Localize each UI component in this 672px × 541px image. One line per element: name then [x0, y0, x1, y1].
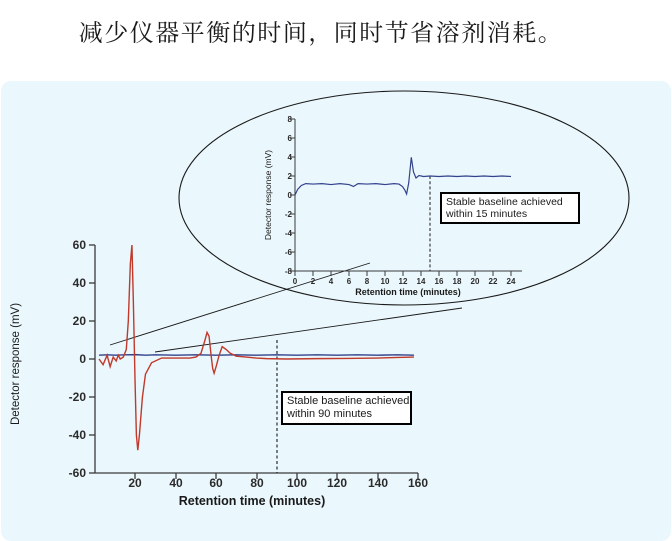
svg-text:-20: -20	[69, 390, 87, 404]
svg-text:-8: -8	[285, 267, 293, 276]
svg-text:Detector response (mV): Detector response (mV)	[263, 150, 273, 240]
svg-text:-6: -6	[285, 248, 293, 257]
svg-text:14: 14	[417, 277, 426, 286]
svg-text:within 15 minutes: within 15 minutes	[445, 208, 527, 220]
svg-text:20: 20	[471, 277, 480, 286]
svg-text:12: 12	[399, 277, 408, 286]
svg-text:2: 2	[288, 172, 293, 181]
svg-text:18: 18	[453, 277, 462, 286]
svg-text:22: 22	[489, 277, 498, 286]
svg-text:4: 4	[329, 277, 334, 286]
svg-text:-4: -4	[285, 229, 293, 238]
svg-text:-40: -40	[69, 428, 87, 442]
svg-text:-60: -60	[69, 466, 87, 480]
svg-text:40: 40	[73, 276, 87, 290]
svg-text:Stable baseline achieved: Stable baseline achieved	[446, 196, 563, 208]
svg-text:80: 80	[250, 476, 264, 490]
svg-text:60: 60	[73, 238, 87, 252]
svg-text:140: 140	[368, 476, 388, 490]
svg-text:16: 16	[435, 277, 444, 286]
svg-text:Detector response (mV): Detector response (mV)	[10, 303, 22, 425]
svg-text:6: 6	[347, 277, 352, 286]
svg-text:8: 8	[365, 277, 370, 286]
svg-text:Retention time (minutes): Retention time (minutes)	[355, 287, 461, 297]
svg-text:8: 8	[288, 115, 293, 124]
svg-text:40: 40	[169, 476, 183, 490]
svg-text:160: 160	[408, 476, 428, 490]
svg-text:2: 2	[311, 277, 316, 286]
svg-text:0: 0	[288, 191, 293, 200]
svg-text:within 90 minutes: within 90 minutes	[286, 408, 372, 420]
svg-text:100: 100	[287, 476, 307, 490]
svg-text:-2: -2	[285, 210, 293, 219]
svg-text:20: 20	[128, 476, 142, 490]
svg-text:0: 0	[79, 352, 86, 366]
svg-text:0: 0	[293, 277, 298, 286]
svg-text:10: 10	[381, 277, 390, 286]
svg-text:120: 120	[327, 476, 347, 490]
svg-text:20: 20	[73, 314, 87, 328]
svg-text:60: 60	[209, 476, 223, 490]
svg-text:Retention time (minutes): Retention time (minutes)	[179, 494, 326, 508]
svg-text:4: 4	[288, 153, 293, 162]
svg-text:24: 24	[507, 277, 516, 286]
svg-text:Stable baseline achieved: Stable baseline achieved	[287, 395, 409, 407]
svg-text:6: 6	[288, 134, 293, 143]
